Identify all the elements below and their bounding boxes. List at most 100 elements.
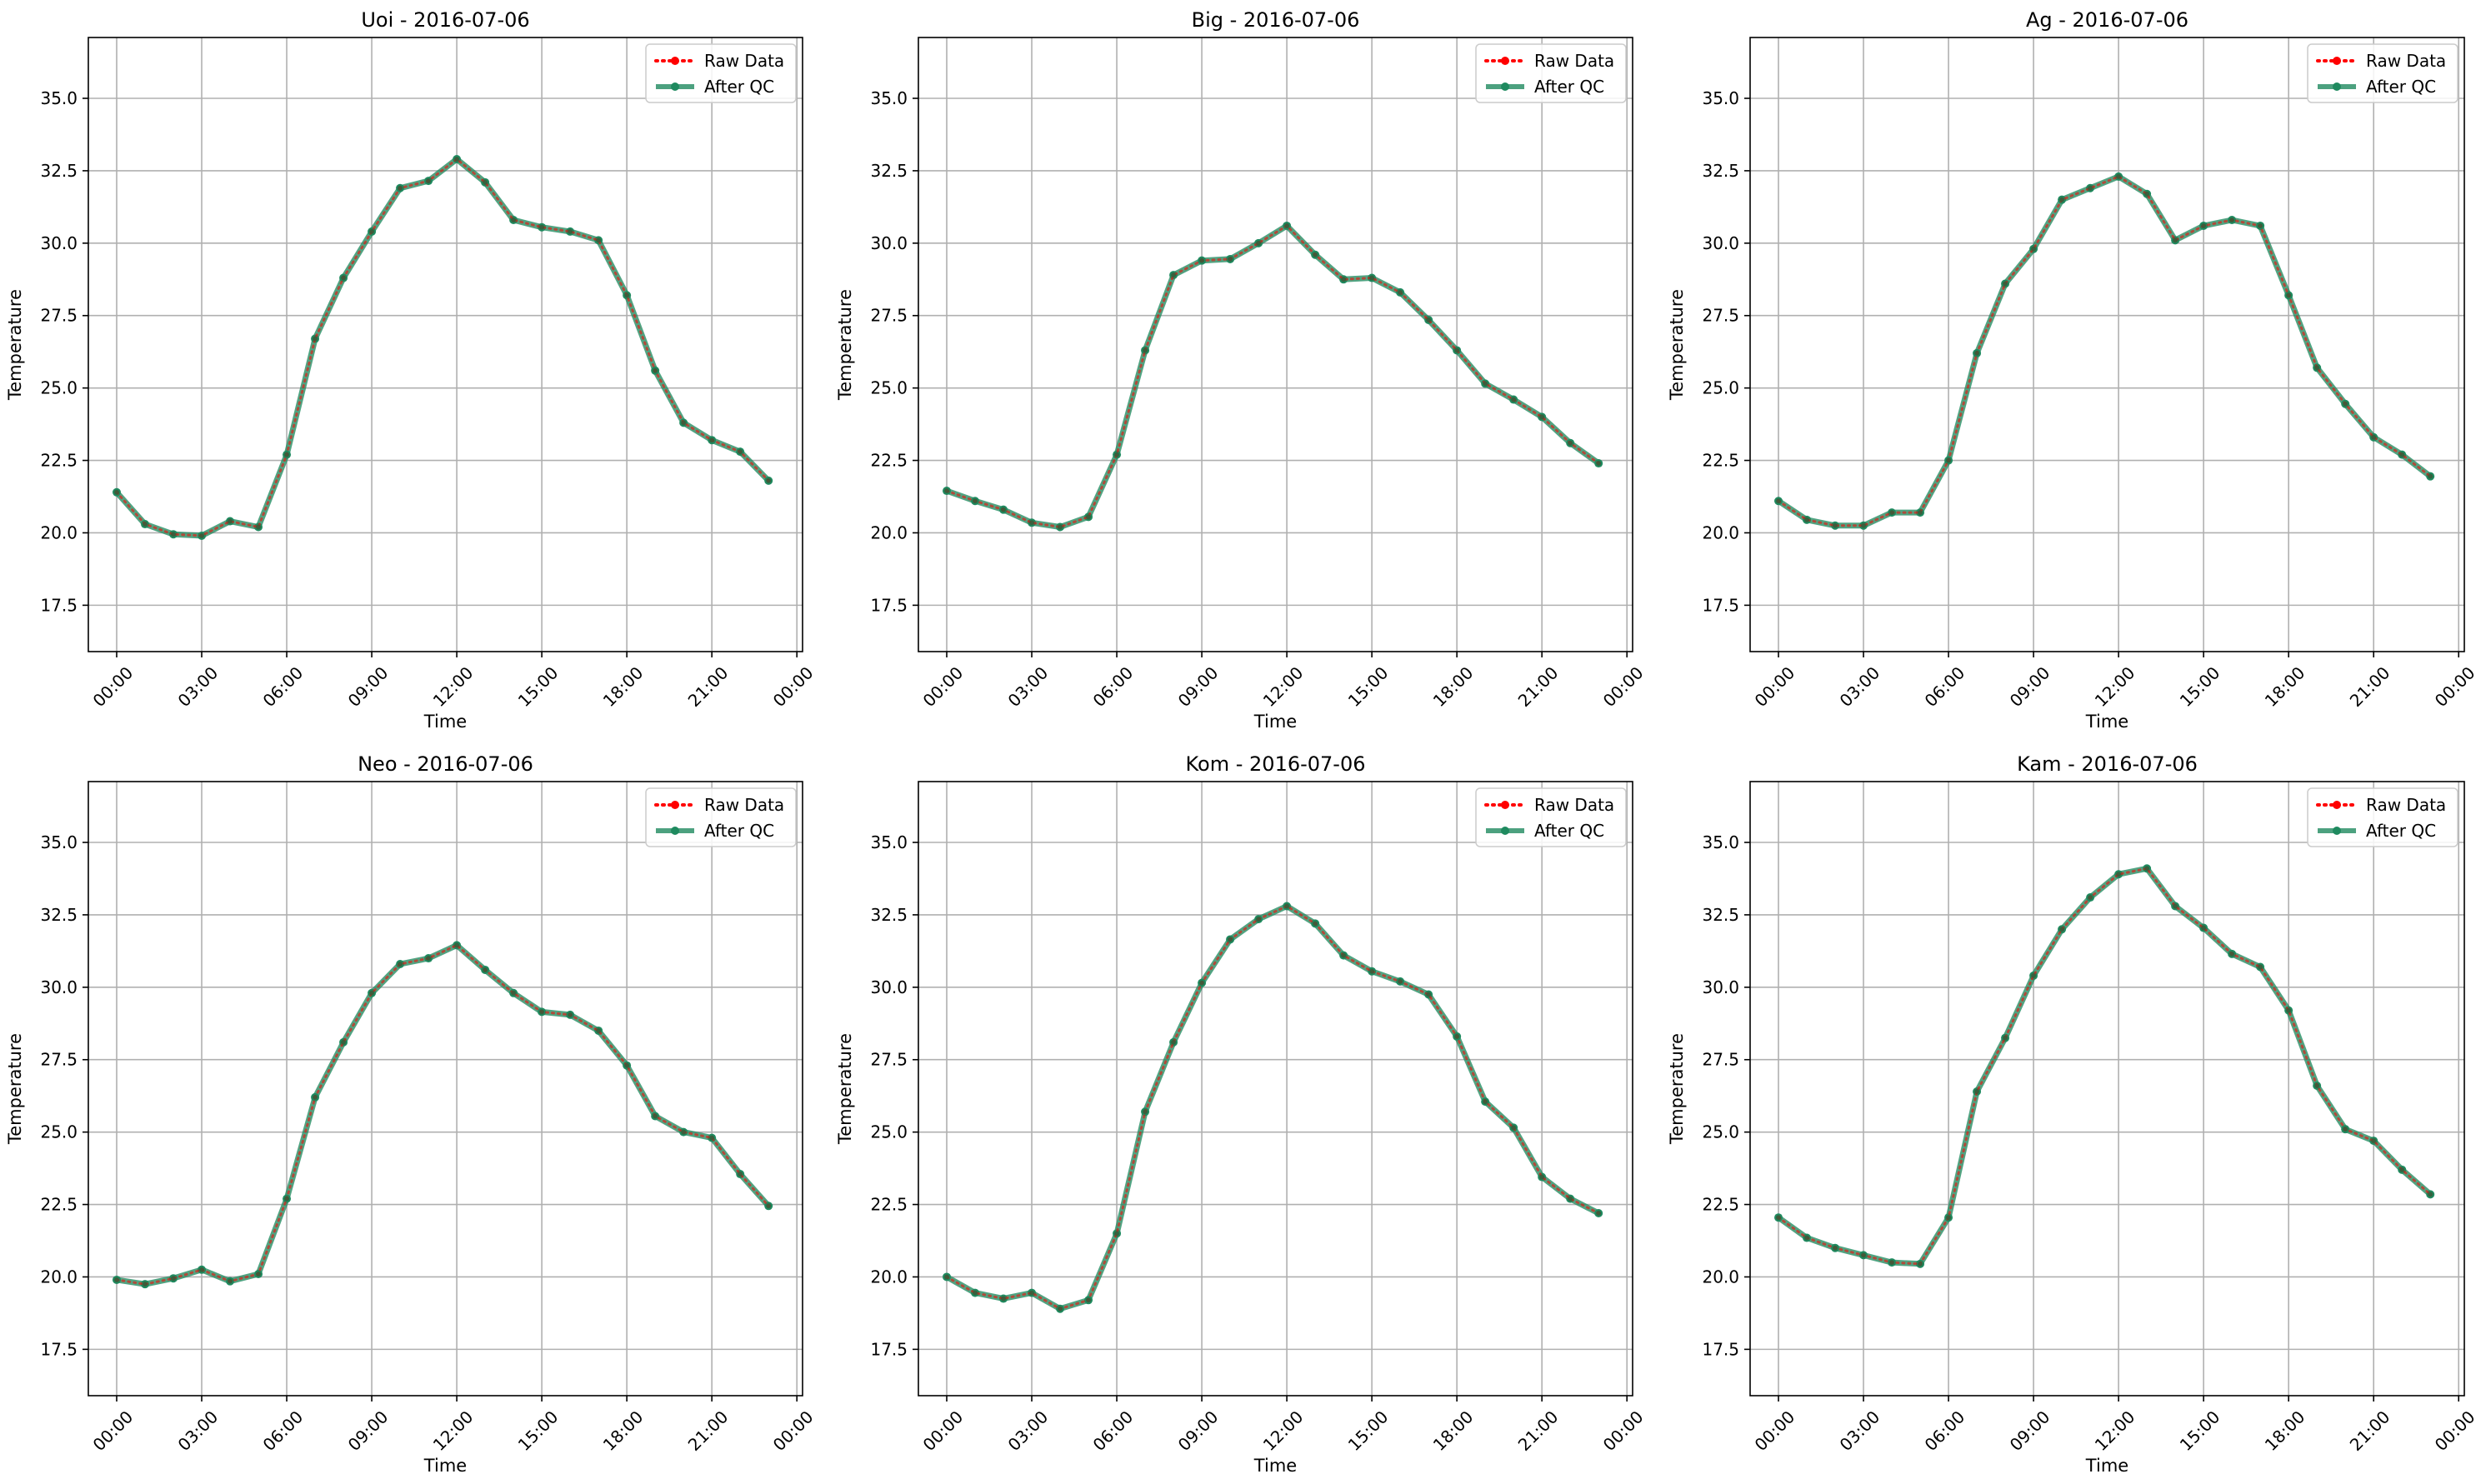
legend-qc-label: After QC <box>704 77 774 97</box>
x-tick-label: 21:00 <box>684 662 733 711</box>
raw-data-point <box>426 178 432 184</box>
raw-data-point <box>1946 1215 1952 1221</box>
raw-data-point <box>398 185 403 191</box>
x-tick-label: 00:00 <box>769 1407 818 1455</box>
raw-data-point <box>973 1290 978 1296</box>
raw-data-point <box>2088 895 2093 901</box>
raw-data-point <box>1058 524 1063 530</box>
y-tick-label: 20.0 <box>870 1267 908 1287</box>
raw-data-point <box>2428 473 2433 479</box>
raw-data-point <box>1256 917 1262 922</box>
y-tick-label: 20.0 <box>1702 522 1739 542</box>
legend-qc-label: After QC <box>704 821 774 841</box>
x-axis-label: Time <box>423 712 467 732</box>
x-tick-label: 15:00 <box>1344 1407 1393 1455</box>
x-tick-label: 09:00 <box>344 1407 393 1455</box>
legend-raw-label: Raw Data <box>704 51 784 71</box>
raw-data-point <box>2116 173 2122 179</box>
raw-data-point <box>114 1277 120 1282</box>
x-tick-label: 21:00 <box>1514 662 1563 711</box>
y-tick-label: 32.5 <box>40 905 78 925</box>
raw-data-point <box>398 962 403 967</box>
x-tick-label: 00:00 <box>1751 662 1799 711</box>
raw-data-point <box>709 1135 715 1141</box>
raw-data-point <box>1568 1196 1573 1202</box>
raw-data-point <box>568 1012 573 1017</box>
legend-qc-marker <box>671 827 679 835</box>
raw-data-point <box>596 237 602 243</box>
x-tick-label: 06:00 <box>259 662 308 711</box>
raw-data-point <box>1143 1109 1148 1115</box>
raw-data-point <box>1086 1297 1092 1303</box>
x-tick-label: 21:00 <box>2346 662 2394 711</box>
raw-data-point <box>228 518 233 524</box>
x-tick-label: 09:00 <box>1174 662 1223 711</box>
axes-frame <box>918 37 1633 652</box>
chart-title: Ag - 2016-07-06 <box>2026 8 2188 32</box>
y-tick-label: 25.0 <box>1702 1122 1739 1142</box>
raw-data-point <box>1171 1039 1177 1045</box>
x-tick-label: 18:00 <box>2261 662 2309 711</box>
chart-title: Neo - 2016-07-06 <box>358 752 533 776</box>
y-tick-label: 35.0 <box>40 88 78 108</box>
raw-data-point <box>143 1282 148 1287</box>
raw-data-point <box>256 1271 262 1277</box>
y-tick-label: 30.0 <box>1702 977 1739 997</box>
x-tick-label: 00:00 <box>919 1407 968 1455</box>
x-tick-label: 12:00 <box>2091 1407 2139 1455</box>
y-tick-label: 27.5 <box>1702 1050 1739 1070</box>
raw-data-point <box>2286 1007 2292 1013</box>
y-tick-label: 35.0 <box>870 88 908 108</box>
raw-data-point <box>1001 1296 1007 1302</box>
raw-data-point <box>454 157 460 162</box>
raw-data-point <box>341 275 347 281</box>
x-tick-label: 09:00 <box>344 662 393 711</box>
raw-data-point <box>1058 1306 1063 1312</box>
x-tick-label: 09:00 <box>2006 1407 2054 1455</box>
raw-data-point <box>944 488 950 494</box>
raw-data-point <box>2399 452 2405 457</box>
raw-data-point <box>2314 1083 2320 1089</box>
raw-data-point <box>1313 252 1318 257</box>
y-tick-label: 25.0 <box>870 378 908 398</box>
x-tick-label: 09:00 <box>2006 662 2054 711</box>
y-tick-label: 20.0 <box>1702 1267 1739 1287</box>
x-tick-label: 18:00 <box>2261 1407 2309 1455</box>
y-tick-label: 35.0 <box>870 832 908 852</box>
x-tick-label: 12:00 <box>429 1407 478 1455</box>
chart-title: Big - 2016-07-06 <box>1192 8 1360 32</box>
raw-data-point <box>1114 452 1120 457</box>
y-tick-label: 22.5 <box>1702 451 1739 471</box>
y-tick-label: 30.0 <box>870 233 908 253</box>
raw-data-point <box>1313 921 1318 927</box>
legend-qc-label: After QC <box>1534 821 1604 841</box>
y-axis-label: Temperature <box>5 289 25 401</box>
x-tick-label: 15:00 <box>514 1407 563 1455</box>
raw-data-point <box>1114 1231 1120 1237</box>
raw-data-point <box>199 1267 205 1272</box>
raw-data-point <box>1143 347 1148 353</box>
chart-title: Kom - 2016-07-06 <box>1186 752 1366 776</box>
raw-data-point <box>1341 277 1347 282</box>
raw-data-point <box>653 367 658 373</box>
raw-data-point <box>2428 1192 2433 1197</box>
raw-data-point <box>313 336 318 342</box>
y-tick-label: 32.5 <box>870 905 908 925</box>
raw-data-point <box>709 437 715 443</box>
x-tick-label: 00:00 <box>89 662 138 711</box>
axes-frame <box>1749 37 2465 652</box>
raw-data-point <box>1776 498 1782 504</box>
plot-area <box>918 37 1633 652</box>
chart-panel: 17.5 20.0 22.5 25.0 27.5 30.0 32.5 35.0 00:00 03:… <box>1667 8 2478 732</box>
raw-data-point <box>624 1062 630 1068</box>
raw-data-point <box>256 524 262 530</box>
legend-raw-label: Raw Data <box>2366 795 2446 815</box>
y-tick-label: 27.5 <box>1702 306 1739 326</box>
raw-data-point <box>1228 937 1233 942</box>
x-axis-label: Time <box>1253 1456 1297 1476</box>
y-tick-label: 32.5 <box>870 161 908 181</box>
plot-area <box>1750 782 2464 1396</box>
raw-data-point <box>766 477 772 483</box>
raw-data-point <box>2371 1138 2377 1144</box>
